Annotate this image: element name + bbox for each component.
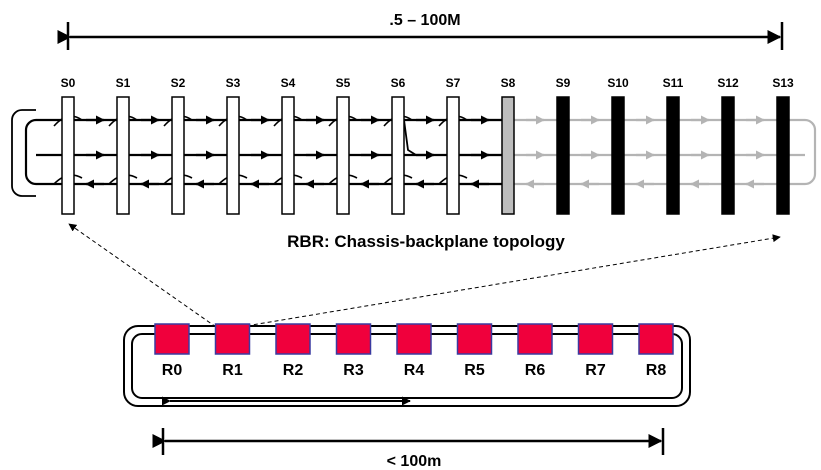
station-label: S2 <box>171 76 186 90</box>
station-cards: S0 S1 S2 S3 S4 S5 S6 S7 S8 S9 S10 S11 S12 S13 <box>61 76 794 215</box>
bottom-span-dimension: < 100m <box>152 428 665 470</box>
station-card <box>666 96 680 215</box>
station-card <box>116 96 130 215</box>
station-card <box>171 96 185 215</box>
zoom-lines <box>68 223 781 328</box>
station-card <box>336 96 350 215</box>
ring-node <box>154 323 190 355</box>
station-label: S0 <box>61 76 76 90</box>
ring-node <box>335 323 372 355</box>
station-label: S4 <box>281 76 296 90</box>
top-span-dimension: .5 – 100M <box>57 12 784 50</box>
station-label: S8 <box>501 76 516 90</box>
ring-node <box>275 323 311 355</box>
station-card <box>391 96 405 215</box>
station-card <box>776 96 790 215</box>
ring-node-label: R8 <box>646 362 667 379</box>
station-card <box>556 96 570 215</box>
station-card <box>721 96 735 215</box>
ring-node <box>638 323 674 355</box>
station-card <box>611 96 625 215</box>
station-label: S11 <box>663 76 684 90</box>
station-label: S13 <box>772 76 794 90</box>
ring-node <box>577 323 614 355</box>
top-span-label: .5 – 100M <box>389 12 460 29</box>
station-label: S7 <box>446 76 461 90</box>
ring-node-label: R3 <box>343 362 364 379</box>
station-label: S3 <box>226 76 241 90</box>
backplane <box>11 109 817 197</box>
backplane-caption: RBR: Chassis-backplane topology <box>287 232 565 251</box>
ring-node-label: R6 <box>525 362 546 379</box>
ring-node <box>214 323 251 355</box>
ring-node-label: R0 <box>162 362 183 379</box>
station-card <box>446 96 460 215</box>
ring-node-label: R1 <box>222 362 243 379</box>
station-card <box>501 96 515 215</box>
station-card <box>61 96 75 215</box>
ring-node-label: R2 <box>283 362 304 379</box>
station-label: S1 <box>116 76 131 90</box>
ring-node <box>456 323 493 355</box>
station-card <box>281 96 295 215</box>
ring-node-label: R5 <box>464 362 485 379</box>
ring-node <box>396 323 432 355</box>
ring-node-label: R7 <box>585 362 606 379</box>
station-label: S5 <box>336 76 351 90</box>
station-label: S9 <box>556 76 571 90</box>
bottom-span-label: < 100m <box>387 453 442 470</box>
ring-node-label: R4 <box>404 362 425 379</box>
station-label: S12 <box>717 76 739 90</box>
station-label: S6 <box>391 76 406 90</box>
station-card <box>226 96 240 215</box>
ring-node <box>517 323 553 355</box>
station-label: S10 <box>607 76 629 90</box>
ring-loop: R0 R1 R2 R3 R4 R5 R6 R7 R8 <box>123 323 691 407</box>
